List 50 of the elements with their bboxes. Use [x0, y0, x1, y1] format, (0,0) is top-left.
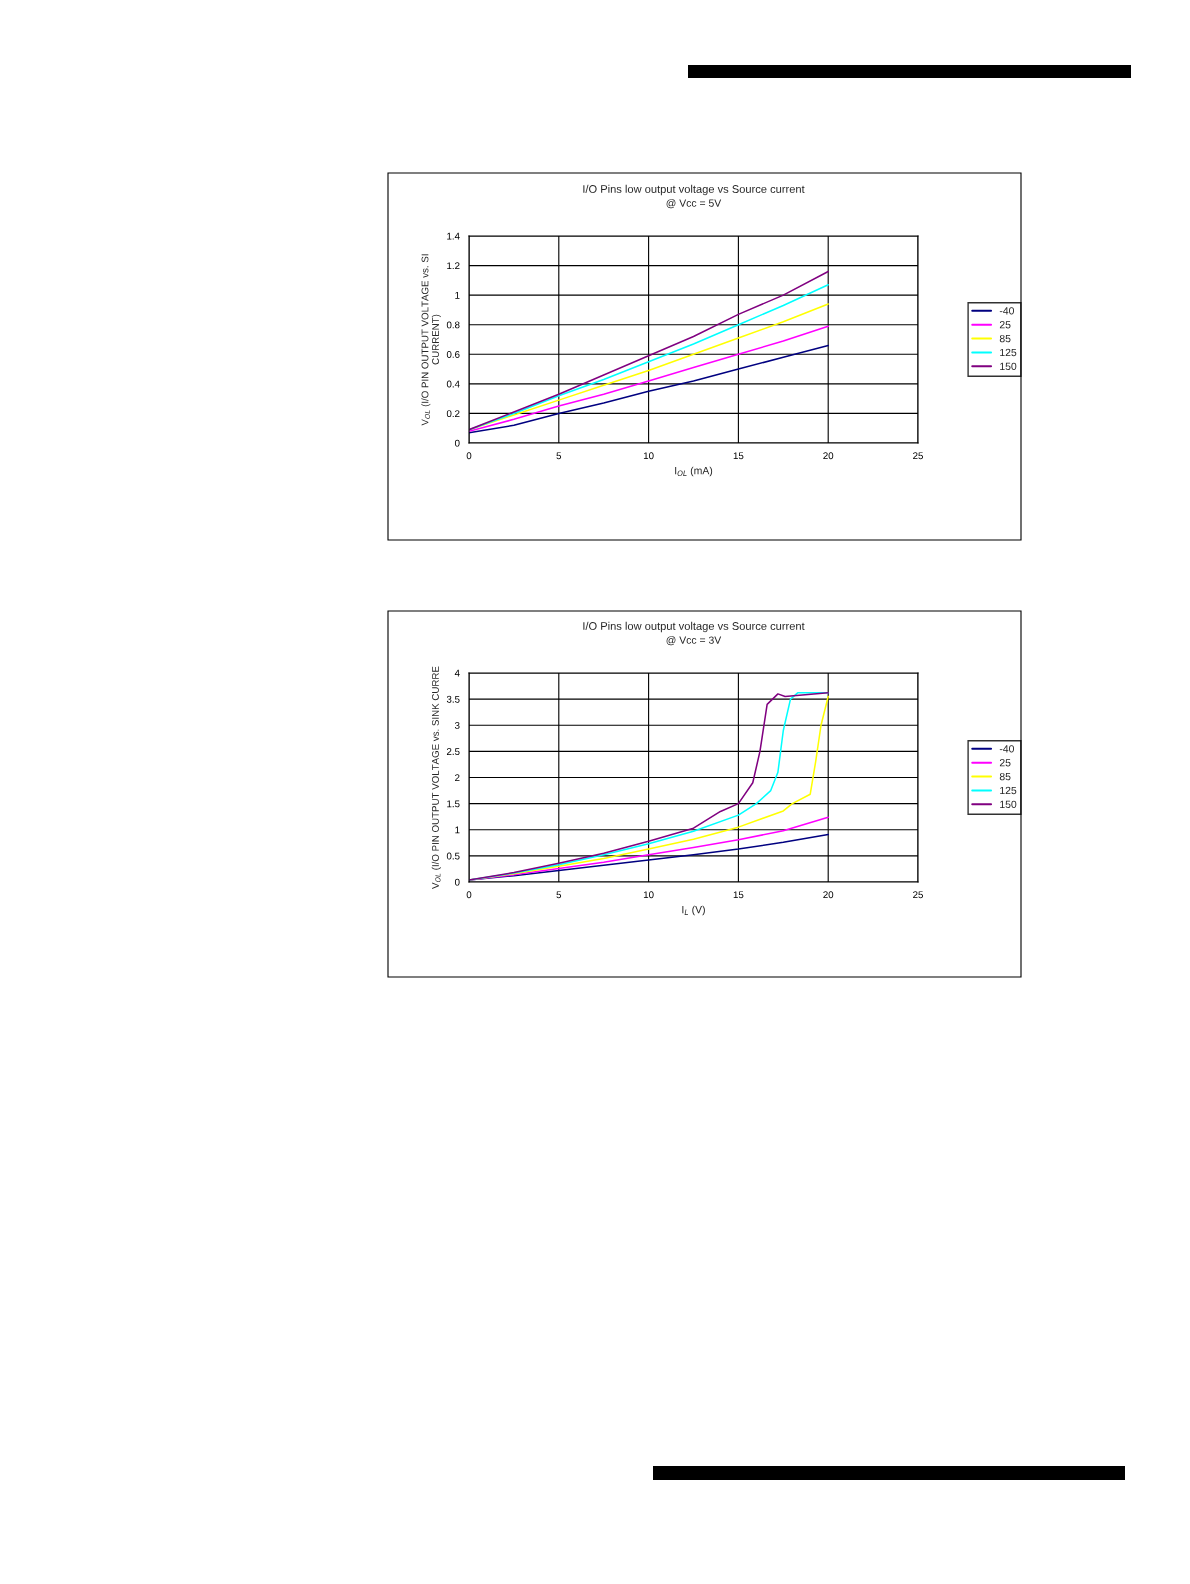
y-axis-title: V$_{OL}$ (I/O PIN OUTPUT VOLTAGE vs. SI CURRENT) [421, 254, 441, 426]
x-tick-label: 10 [643, 891, 654, 899]
x-tick-label: 25 [913, 452, 923, 460]
y-tick-label: 0.6 [446, 351, 460, 358]
chart-title: I/O Pins low output voltage vs Source current [583, 184, 805, 196]
y-tick-label: 1.5 [447, 800, 460, 808]
y-tick-label: 0.8 [446, 321, 460, 329]
x-tick-label: 5 [556, 452, 562, 460]
chart-subtitle: @ Vcc = 3V [666, 636, 722, 646]
legend-label: 25 [999, 321, 1011, 329]
legend-label: 85 [999, 772, 1011, 781]
legend-label: 150 [1000, 800, 1017, 809]
legend-label: 85 [999, 334, 1011, 343]
legend-label: 125 [1000, 786, 1017, 795]
legend-label: 150 [1000, 362, 1017, 371]
y-tick-label: 0 [454, 439, 460, 447]
x-tick-label: 20 [823, 891, 834, 899]
x-axis-title: I$_{OL}$ (mA) [675, 466, 713, 477]
y-tick-label: 3 [454, 721, 460, 729]
chart-subtitle: @ Vcc = 5V [666, 199, 722, 209]
line-series [469, 325, 829, 432]
legend-label: 25 [999, 759, 1011, 767]
line-series [469, 833, 829, 881]
x-tick-label: 15 [733, 452, 744, 460]
y-tick-label: 0 [454, 878, 460, 886]
x-tick-label: 25 [913, 891, 923, 899]
y-axis-title: V$_{OL}$ (I/O PIN OUTPUT VOLTAGE vs. SINK CURRE [431, 666, 441, 889]
legend-label: -40 [999, 307, 1015, 315]
y-tick-label: 3.5 [446, 695, 460, 703]
y-tick-label: 4 [454, 669, 460, 677]
x-tick-label: 5 [556, 891, 562, 899]
y-tick-label: 1 [455, 291, 460, 299]
x-axis-title: I$_{L}$ (V) [682, 905, 705, 916]
legend-label: 125 [1000, 348, 1017, 357]
y-tick-label: 0.5 [446, 852, 460, 860]
y-tick-label: 2 [455, 774, 460, 782]
chart-title: I/O Pins low output voltage vs Source current [583, 621, 805, 633]
x-tick-label: 15 [733, 891, 744, 899]
x-tick-label: 20 [823, 452, 834, 460]
y-tick-label: 1.2 [447, 262, 460, 270]
y-tick-label: 2.5 [446, 748, 460, 755]
x-tick-label: 0 [466, 891, 472, 899]
x-tick-label: 10 [643, 452, 654, 460]
y-tick-label: 1.4 [447, 232, 460, 240]
x-tick-label: 0 [466, 452, 472, 460]
legend-label: -40 [999, 745, 1015, 753]
y-tick-label: 0.2 [446, 410, 460, 418]
y-tick-label: 0.4 [446, 380, 460, 388]
line-series [469, 344, 829, 434]
y-tick-label: 1 [455, 826, 460, 834]
